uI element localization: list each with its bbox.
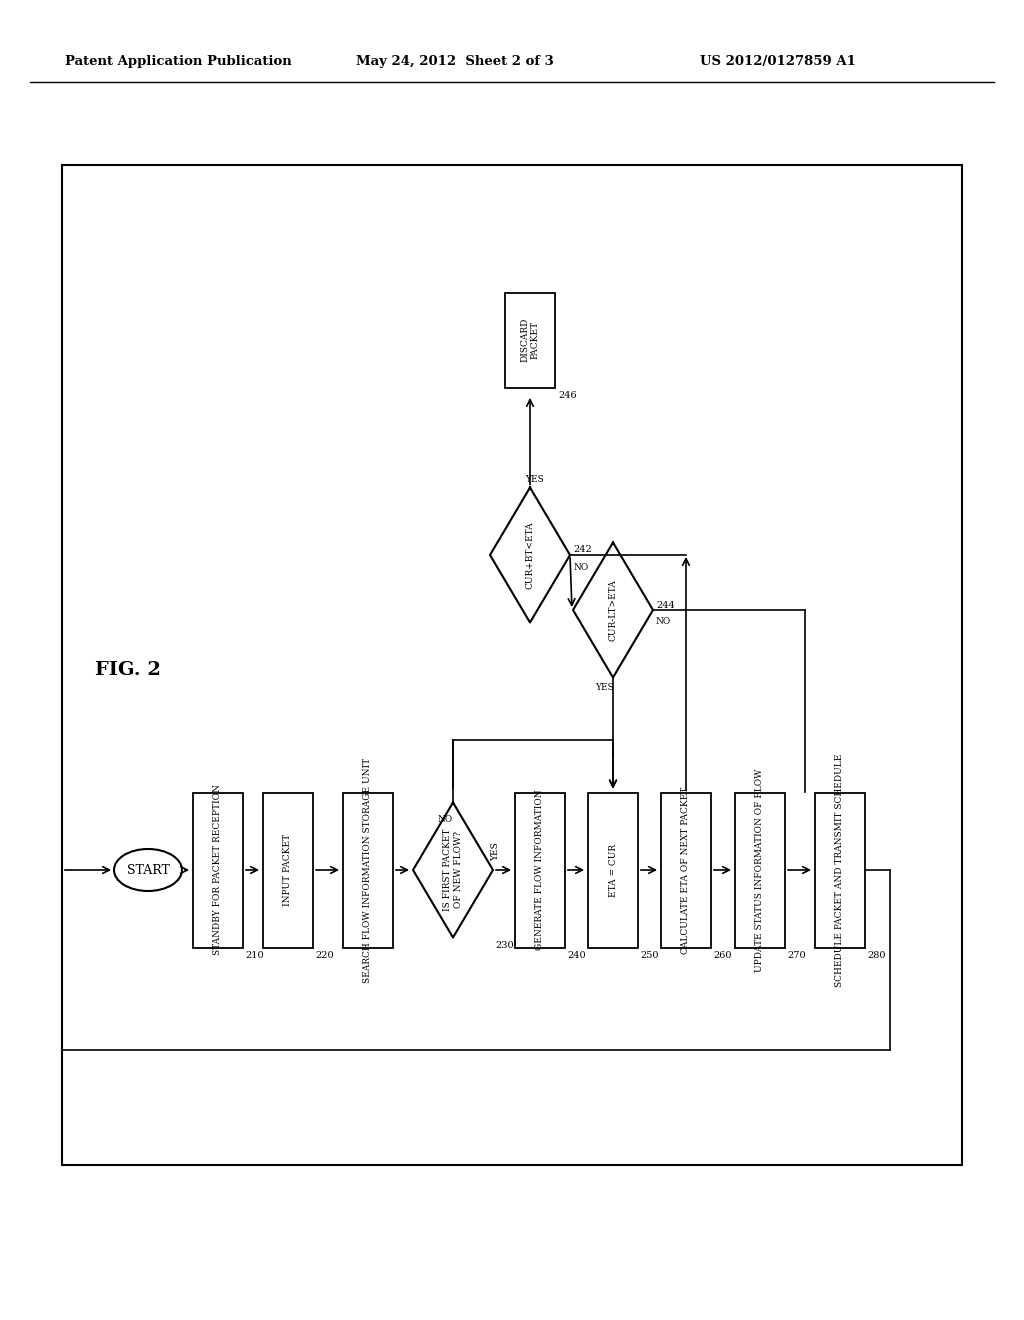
Text: YES: YES	[596, 682, 614, 692]
Text: START: START	[127, 863, 169, 876]
Text: YES: YES	[492, 842, 501, 862]
Bar	[343, 792, 393, 948]
Bar	[62, 165, 962, 1166]
Text: IS FIRST PACKET
OF NEW FLOW?: IS FIRST PACKET OF NEW FLOW?	[443, 829, 463, 911]
Text: FIG. 2: FIG. 2	[95, 661, 161, 678]
Text: CALCULATE ETA OF NEXT PACKET: CALCULATE ETA OF NEXT PACKET	[682, 787, 690, 953]
Text: YES: YES	[525, 475, 545, 484]
Bar	[505, 293, 555, 388]
Text: SCHEDULE PACKET AND TRANSMIT SCHEDULE: SCHEDULE PACKET AND TRANSMIT SCHEDULE	[836, 754, 845, 986]
Bar	[662, 792, 711, 948]
Text: ETA = CUR: ETA = CUR	[608, 843, 617, 896]
Text: Patent Application Publication: Patent Application Publication	[65, 55, 292, 69]
Text: 220: 220	[315, 950, 334, 960]
Text: NO: NO	[573, 562, 588, 572]
Text: CUR+BT<ETA: CUR+BT<ETA	[525, 521, 535, 589]
Text: SEARCH FLOW INFORMATION STORAGE UNIT: SEARCH FLOW INFORMATION STORAGE UNIT	[364, 758, 373, 982]
Text: DISCARD
PACKET: DISCARD PACKET	[520, 318, 540, 362]
Bar	[515, 792, 565, 948]
Text: 244: 244	[656, 601, 675, 610]
Bar	[815, 792, 865, 948]
Text: NO: NO	[656, 618, 672, 627]
Text: INPUT PACKET: INPUT PACKET	[284, 834, 293, 906]
Text: 230: 230	[495, 941, 514, 950]
Text: GENERATE FLOW INFORMATION: GENERATE FLOW INFORMATION	[536, 789, 545, 950]
Text: May 24, 2012  Sheet 2 of 3: May 24, 2012 Sheet 2 of 3	[356, 55, 554, 69]
Text: CUR-LT>ETA: CUR-LT>ETA	[608, 579, 617, 642]
Text: US 2012/0127859 A1: US 2012/0127859 A1	[700, 55, 856, 69]
Text: 240: 240	[567, 950, 586, 960]
Text: UPDATE STATUS INFORMATION OF FLOW: UPDATE STATUS INFORMATION OF FLOW	[756, 768, 765, 972]
Text: NO: NO	[437, 816, 453, 825]
Text: 246: 246	[558, 391, 577, 400]
Bar	[588, 792, 638, 948]
Text: 210: 210	[245, 950, 263, 960]
Bar	[735, 792, 785, 948]
Text: 250: 250	[640, 950, 658, 960]
Bar	[193, 792, 243, 948]
Text: 260: 260	[713, 950, 731, 960]
Text: 270: 270	[787, 950, 806, 960]
Text: STANDBY FOR PACKET RECEPTION: STANDBY FOR PACKET RECEPTION	[213, 784, 222, 956]
Bar	[263, 792, 313, 948]
Text: 280: 280	[867, 950, 886, 960]
Text: 242: 242	[573, 545, 592, 554]
